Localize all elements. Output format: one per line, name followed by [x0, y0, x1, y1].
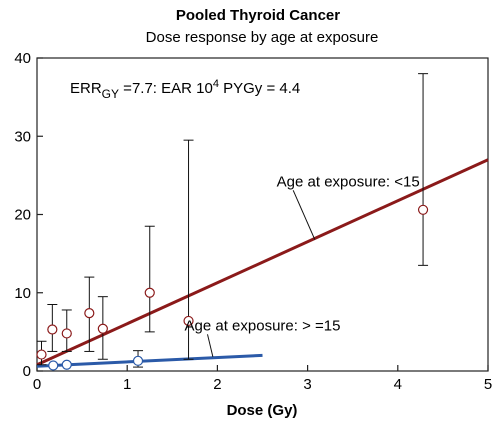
data-points	[36, 204, 429, 371]
series-labels: Age at exposure: <15 Age at exposure: > =…	[185, 173, 420, 358]
series-label: Age at exposure: <15	[277, 173, 420, 190]
axis-ticks: 0 1 2 3 4 5 0 10 20 30 40	[14, 50, 492, 393]
data-point	[132, 355, 144, 366]
x-tick-label: 2	[213, 376, 221, 393]
label-pointer	[292, 190, 316, 240]
data-point	[48, 360, 59, 371]
err-middle: =7.7: EAR 10	[119, 80, 213, 97]
ear-superscript: 4	[213, 78, 219, 90]
fit-line-series-2	[36, 353, 263, 368]
data-point	[47, 324, 58, 335]
chart-subtitle: Dose response by age at exposure	[146, 29, 379, 46]
data-point	[61, 328, 72, 339]
data-point	[61, 359, 72, 370]
data-point	[84, 307, 95, 319]
x-tick-label: 0	[33, 376, 41, 393]
data-point	[36, 349, 47, 360]
ear-end: PYGy = 4.4	[219, 80, 300, 97]
data-point	[417, 204, 429, 215]
data-point	[97, 323, 108, 334]
fit-line-series-1	[36, 158, 489, 367]
x-tick-label: 4	[394, 376, 402, 393]
x-tick-label: 3	[303, 376, 311, 393]
chart-title: Pooled Thyroid Cancer	[176, 7, 340, 24]
err-prefix: ERR	[70, 80, 102, 97]
y-tick-label: 40	[14, 50, 31, 67]
fit-lines	[36, 158, 489, 368]
data-point	[144, 287, 155, 298]
series-label: Age at exposure: > =15	[185, 317, 341, 334]
x-tick-label: 1	[123, 376, 131, 393]
err-subscript: GY	[102, 87, 119, 101]
x-axis-label: Dose (Gy)	[227, 402, 298, 419]
y-tick-label: 20	[14, 207, 31, 224]
x-tick-label: 5	[484, 376, 492, 393]
label-pointer	[207, 334, 214, 358]
y-tick-label: 0	[23, 363, 31, 380]
data-point	[183, 315, 194, 327]
y-tick-label: 10	[14, 285, 31, 302]
rate-annotation: ERRGY =7.7: EAR 104 PYGy = 4.4	[70, 78, 300, 101]
y-tick-label: 30	[14, 128, 31, 145]
